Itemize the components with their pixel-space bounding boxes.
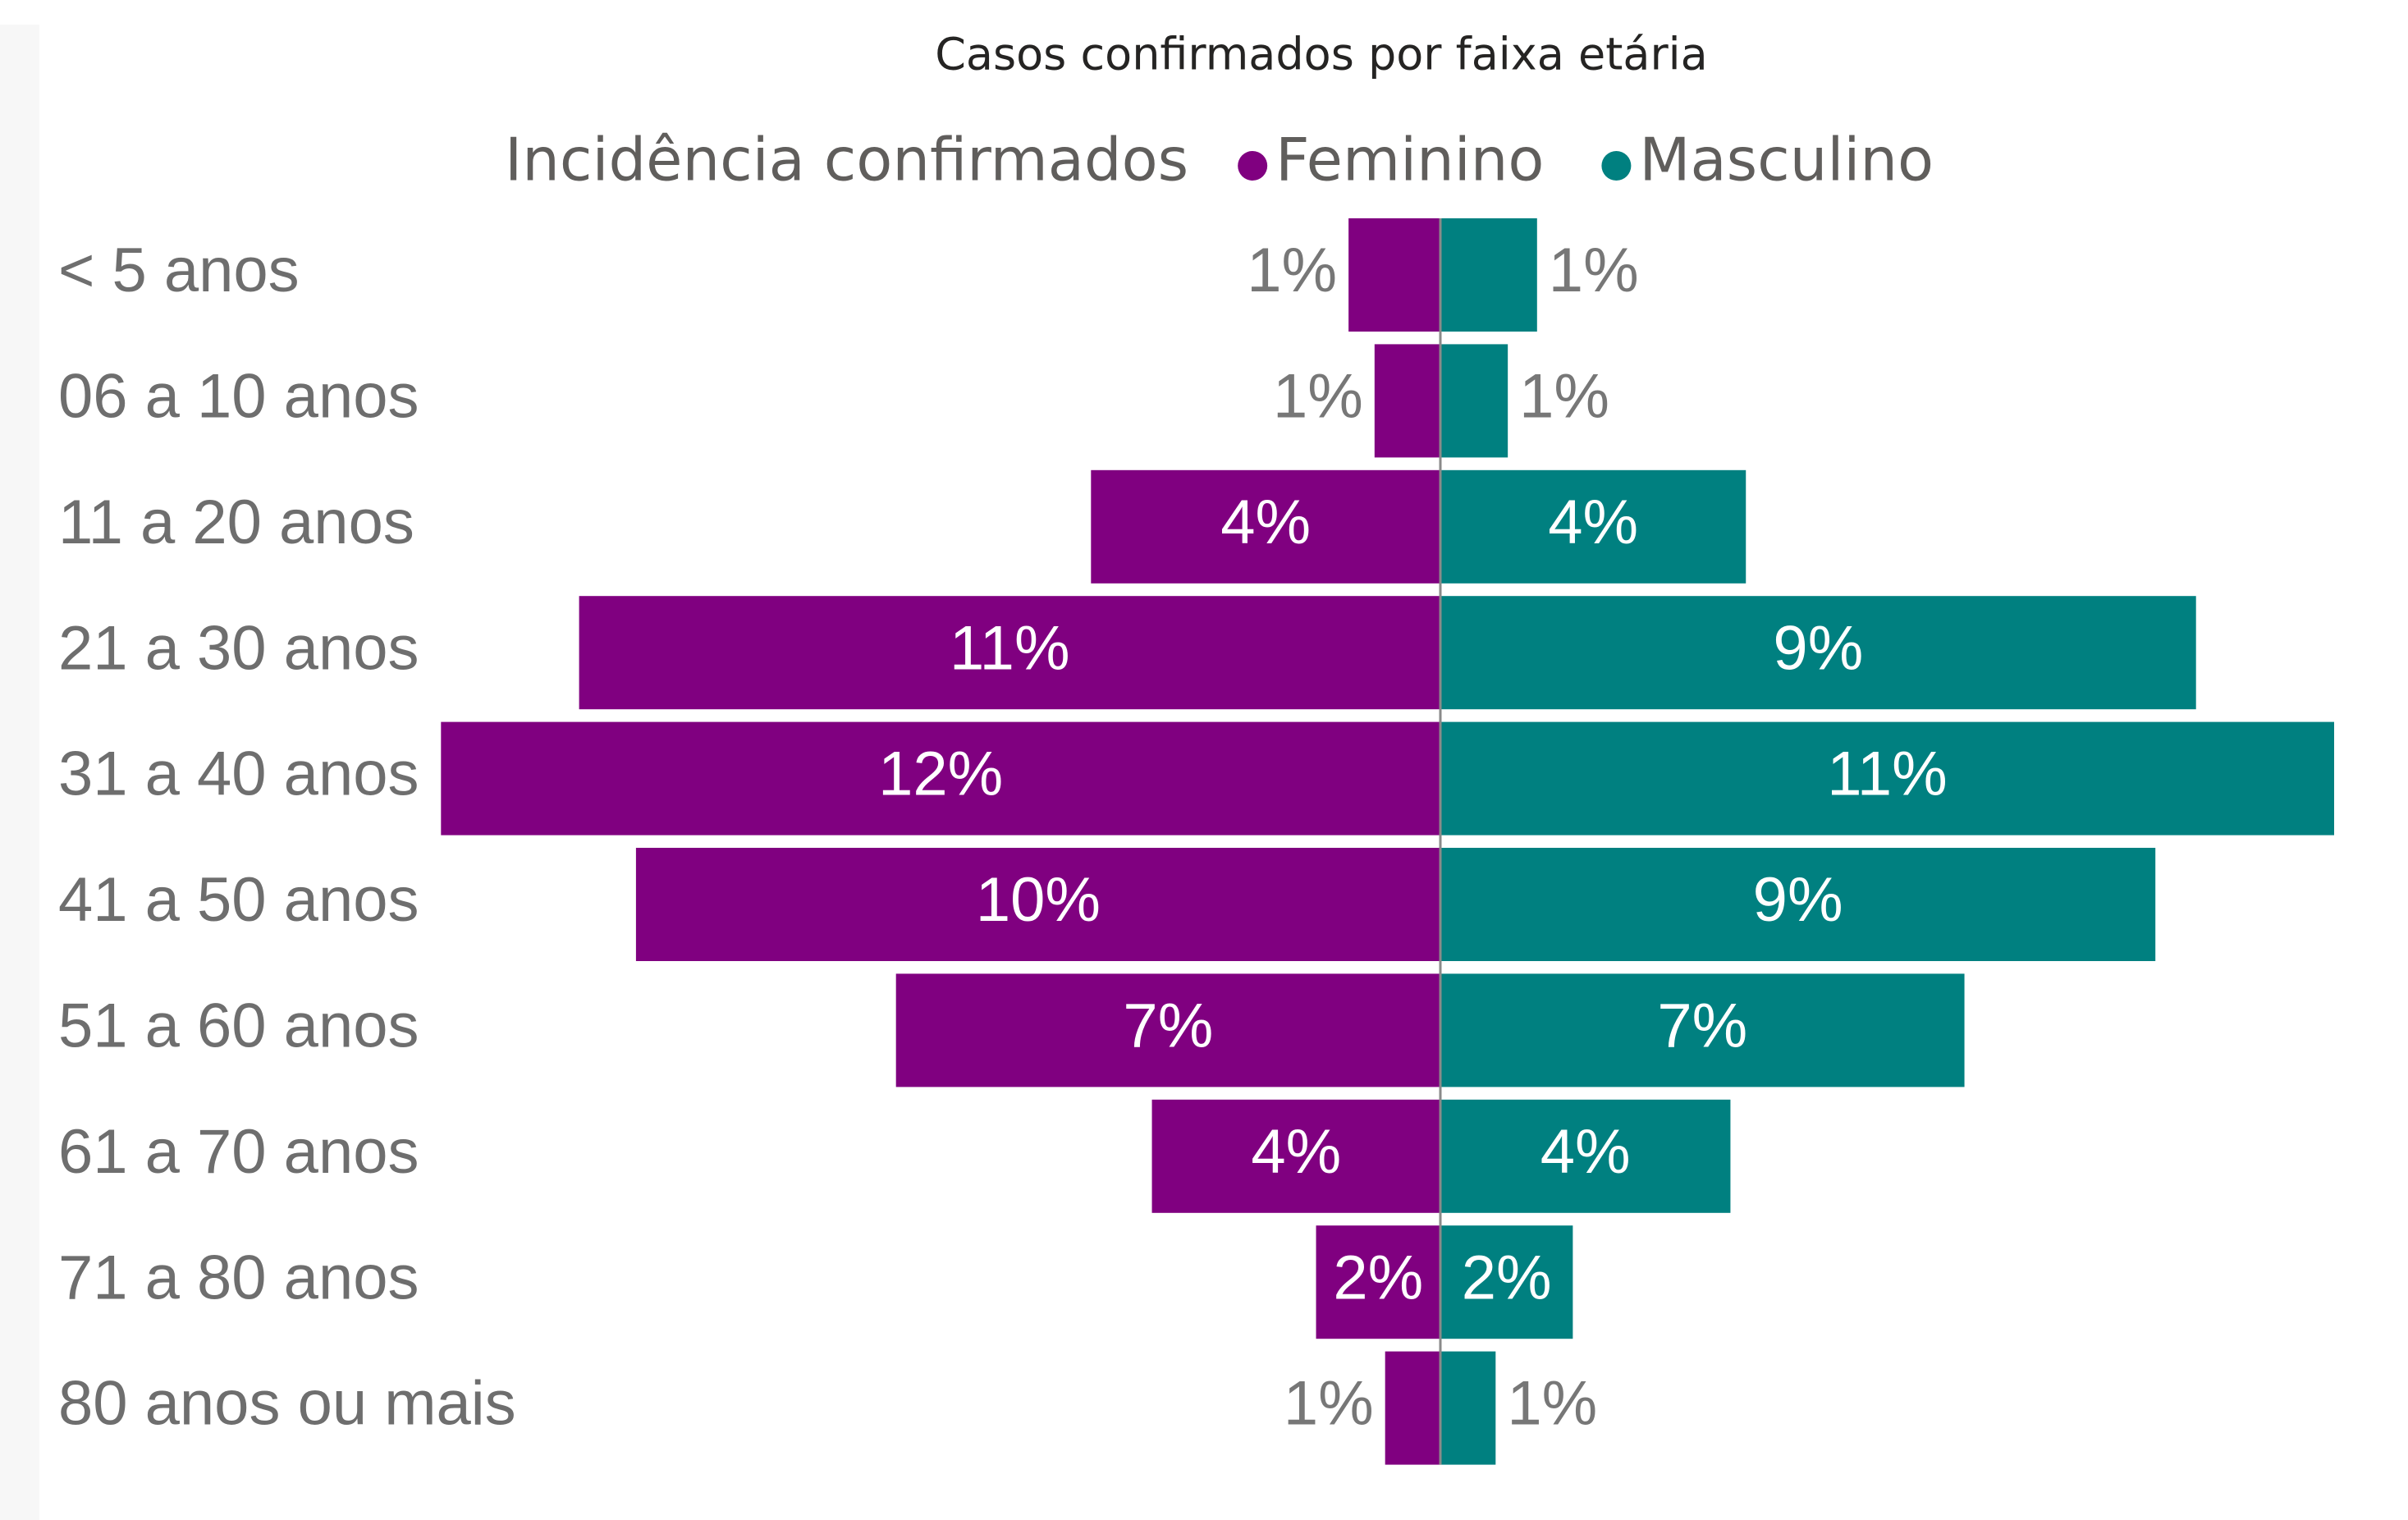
category-label: 21 a 30 anos [58, 613, 419, 683]
data-label: 10% [976, 865, 1101, 935]
data-label: 9% [1753, 865, 1843, 935]
bar [1440, 1099, 1731, 1213]
legend-label: Feminino [1275, 126, 1544, 195]
bar [1091, 469, 1440, 584]
bar [441, 721, 1440, 836]
data-label: 1% [1284, 1369, 1374, 1439]
bar [1151, 1099, 1440, 1213]
bar [1440, 596, 2196, 710]
data-label: 1% [1273, 361, 1363, 431]
data-label: 2% [1333, 1243, 1423, 1312]
bar [1440, 721, 2334, 836]
data-label: 1% [1247, 236, 1337, 305]
bar [1440, 469, 1746, 584]
data-label: 11% [950, 613, 1069, 683]
category-label: 31 a 40 anos [58, 739, 419, 809]
bar [1440, 848, 2156, 961]
bar [1440, 973, 1965, 1087]
bar [895, 973, 1440, 1087]
category-label: 80 anos ou mais [58, 1369, 516, 1439]
bar [1374, 344, 1440, 458]
category-label: < 5 anos [58, 236, 300, 305]
data-label: 12% [878, 739, 1003, 809]
category-label: 11 a 20 anos [58, 488, 414, 557]
bar [1385, 1351, 1440, 1465]
bar [1440, 1351, 1496, 1465]
data-label: 4% [1548, 488, 1638, 557]
bar [579, 596, 1440, 710]
data-label: 4% [1540, 1117, 1631, 1187]
legend-label: Masculino [1639, 126, 1934, 195]
bar [1348, 218, 1440, 332]
category-label: 51 a 60 anos [58, 991, 419, 1060]
data-label: 7% [1657, 991, 1747, 1060]
data-label: 9% [1773, 613, 1863, 683]
bar [1440, 344, 1508, 458]
chart-title: Casos confirmados por faixa etária [935, 29, 1708, 80]
category-label: 06 a 10 anos [58, 361, 419, 431]
data-label: 1% [1549, 236, 1639, 305]
category-label: 61 a 70 anos [58, 1117, 419, 1187]
data-label: 7% [1123, 991, 1213, 1060]
bar [1316, 1225, 1440, 1339]
data-label: 11% [1827, 739, 1947, 809]
legend-marker [1238, 151, 1268, 181]
data-label: 1% [1507, 1369, 1597, 1439]
bar [1440, 1225, 1573, 1339]
data-label: 2% [1462, 1243, 1552, 1312]
category-label: 41 a 50 anos [58, 865, 419, 935]
data-label: 4% [1220, 488, 1311, 557]
category-label: 71 a 80 anos [58, 1243, 419, 1312]
bar [1440, 218, 1537, 332]
legend-title: Incidência confirmados [505, 126, 1188, 195]
data-label: 4% [1251, 1117, 1341, 1187]
bar [635, 848, 1440, 961]
legend-marker [1601, 151, 1632, 181]
side-panel [0, 25, 39, 1520]
data-label: 1% [1519, 361, 1609, 431]
